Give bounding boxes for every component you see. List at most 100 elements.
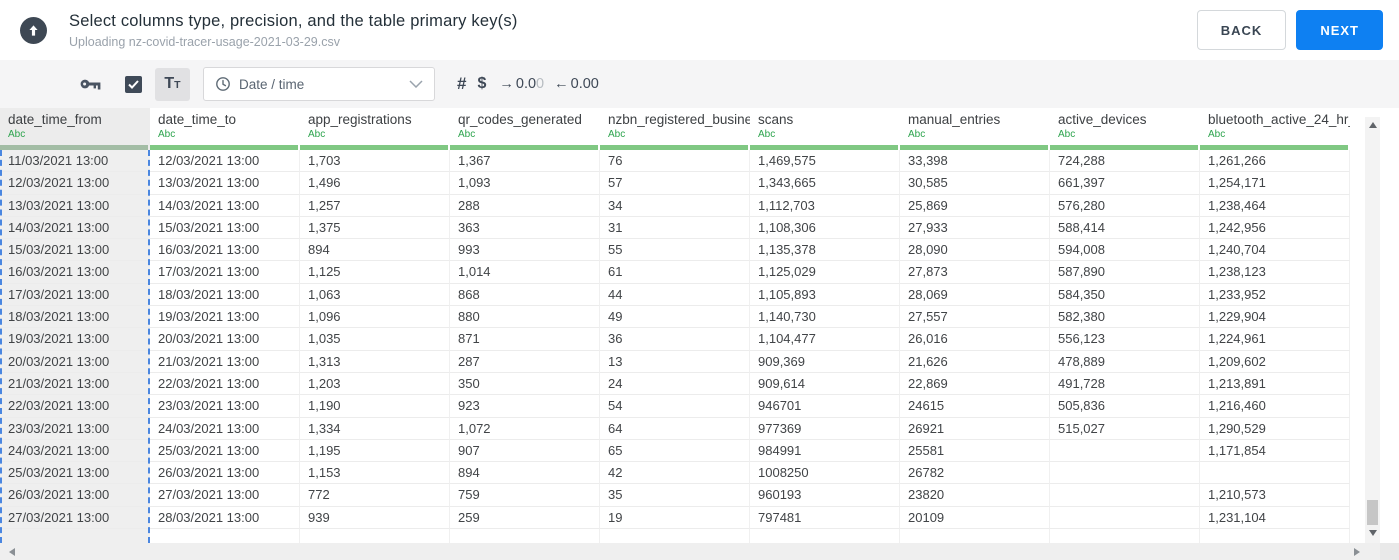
decimal-decrease-button[interactable]: ← 0.00 <box>554 76 599 92</box>
table-cell: 28,069 <box>900 283 1050 307</box>
table-cell: 26,016 <box>900 328 1050 351</box>
table-cell: 556,123 <box>1050 328 1200 351</box>
column-header-qr_codes_generated[interactable]: qr_codes_generated Abc <box>450 108 600 150</box>
table-cell: 1,242,956 <box>1200 216 1350 240</box>
column-header-date_time_from[interactable]: date_time_from Abc <box>0 108 150 150</box>
table-cell: 594,008 <box>1050 239 1200 262</box>
table-cell: 1,072 <box>450 417 600 440</box>
boolean-type-button[interactable] <box>125 75 142 93</box>
page-subtitle: Uploading nz-covid-tracer-usage-2021-03-… <box>69 34 340 49</box>
table-row: 24/03/2021 13:00 25/03/2021 13:00 1,195 907… <box>0 439 1350 463</box>
clock-icon <box>216 77 230 91</box>
table-cell: 61 <box>600 261 750 284</box>
table-cell: 27,873 <box>900 261 1050 284</box>
table-cell: 894 <box>450 462 600 485</box>
column-type-label: Abc <box>608 129 626 140</box>
datetime-type-value: Date / time <box>239 76 305 92</box>
table-cell: 1,153 <box>300 462 450 485</box>
next-button[interactable]: NEXT <box>1296 10 1383 50</box>
table-cell: 1,240,704 <box>1200 239 1350 262</box>
table-cell: 960193 <box>750 484 900 507</box>
column-header-manual_entries[interactable]: manual_entries Abc <box>900 108 1050 150</box>
vertical-scrollbar[interactable] <box>1365 117 1380 543</box>
column-valid-bar <box>1200 145 1348 150</box>
table-cell <box>1050 484 1200 507</box>
table-cell: 25,869 <box>900 194 1050 217</box>
column-header-active_devices[interactable]: active_devices Abc <box>1050 108 1200 150</box>
table-cell: 1,171,854 <box>1200 439 1350 463</box>
scroll-down-arrow-icon[interactable] <box>1368 530 1377 536</box>
table-cell: 1,063 <box>300 283 450 307</box>
table-row: 11/03/2021 13:00 12/03/2021 13:00 1,703 1,3… <box>0 150 1350 173</box>
table-cell <box>1050 439 1200 463</box>
table-cell: 923 <box>450 395 600 418</box>
scroll-right-arrow-icon[interactable] <box>1354 547 1360 556</box>
vertical-scrollbar-thumb[interactable] <box>1367 500 1378 525</box>
table-cell: 13 <box>600 350 750 373</box>
currency-type-button[interactable]: $ <box>477 75 487 92</box>
table-row: 26/03/2021 13:00 27/03/2021 13:00 772 759 35… <box>0 484 1350 507</box>
table-cell: 24 <box>600 372 750 396</box>
text-type-label-large: T <box>164 74 175 92</box>
column-header-bluetooth_active_24_hr_[interactable]: bluetooth_active_24_hr_ Abc <box>1200 108 1350 150</box>
table-cell: 1,195 <box>300 439 450 463</box>
table-cell: 1,224,961 <box>1200 328 1350 351</box>
table-cell: 587,890 <box>1050 261 1200 284</box>
table-cell: 363 <box>450 216 600 240</box>
back-button[interactable]: BACK <box>1196 10 1287 50</box>
column-header-app_registrations[interactable]: app_registrations Abc <box>300 108 450 150</box>
decimal-increase-value-faded: 0 <box>536 76 545 92</box>
table-cell <box>1050 462 1200 485</box>
table-cell: 17/03/2021 13:00 <box>150 261 300 284</box>
number-type-button[interactable]: # <box>457 74 467 93</box>
table-cell: 939 <box>300 506 450 530</box>
column-name: scans <box>758 112 794 127</box>
table-cell: 76 <box>600 150 750 173</box>
table-cell: 12/03/2021 13:00 <box>150 150 300 173</box>
text-type-label-small: T <box>174 78 181 91</box>
table-cell: 287 <box>450 350 600 373</box>
table-cell: 26921 <box>900 417 1050 440</box>
table-cell <box>1050 529 1200 544</box>
table-cell: 1,703 <box>300 150 450 173</box>
table-cell: 1,203 <box>300 372 450 396</box>
table-cell: 977369 <box>750 417 900 440</box>
column-header-date_time_to[interactable]: date_time_to Abc <box>150 108 300 150</box>
primary-key-button[interactable] <box>80 78 101 91</box>
decimal-increase-button[interactable]: → 0.0 0 <box>499 76 544 92</box>
table-row: 16/03/2021 13:00 17/03/2021 13:00 1,125 1,0… <box>0 261 1350 284</box>
table-cell: 24/03/2021 13:00 <box>0 439 150 463</box>
column-valid-bar <box>900 145 1048 150</box>
table-cell: 14/03/2021 13:00 <box>0 216 150 240</box>
table-cell: 868 <box>450 283 600 307</box>
upload-icon <box>20 16 47 44</box>
column-header-nzbn_registered_busine[interactable]: nzbn_registered_busine Abc <box>600 108 750 150</box>
table-cell: 26782 <box>900 462 1050 485</box>
table-cell: 15/03/2021 13:00 <box>150 216 300 240</box>
horizontal-scrollbar[interactable] <box>0 543 1380 560</box>
table-cell: 1,229,904 <box>1200 306 1350 329</box>
table-row: 13/03/2021 13:00 14/03/2021 13:00 1,257 288… <box>0 194 1350 217</box>
table-cell <box>150 529 300 544</box>
decimal-decrease-value: 0.00 <box>570 76 599 92</box>
table-cell: 907 <box>450 439 600 463</box>
datetime-type-select[interactable]: Date / time <box>203 67 435 101</box>
table-cell <box>600 529 750 544</box>
table-cell: 19 <box>600 506 750 530</box>
column-type-label: Abc <box>1208 129 1226 140</box>
table-cell: 55 <box>600 239 750 262</box>
table-cell: 1,231,104 <box>1200 506 1350 530</box>
scrollbar-corner <box>1380 543 1399 560</box>
scroll-up-arrow-icon[interactable] <box>1368 122 1377 128</box>
checkbox-checked-icon <box>125 75 142 93</box>
table-cell: 515,027 <box>1050 417 1200 440</box>
table-cell: 1,290,529 <box>1200 417 1350 440</box>
table-cell: 28/03/2021 13:00 <box>150 506 300 530</box>
scroll-left-arrow-icon[interactable] <box>9 547 15 556</box>
table-row: 14/03/2021 13:00 15/03/2021 13:00 1,375 363… <box>0 216 1350 240</box>
arrow-left-icon: ← <box>554 76 569 92</box>
top-bar: Select columns type, precision, and the … <box>0 0 1399 60</box>
column-header-scans[interactable]: scans Abc <box>750 108 900 150</box>
